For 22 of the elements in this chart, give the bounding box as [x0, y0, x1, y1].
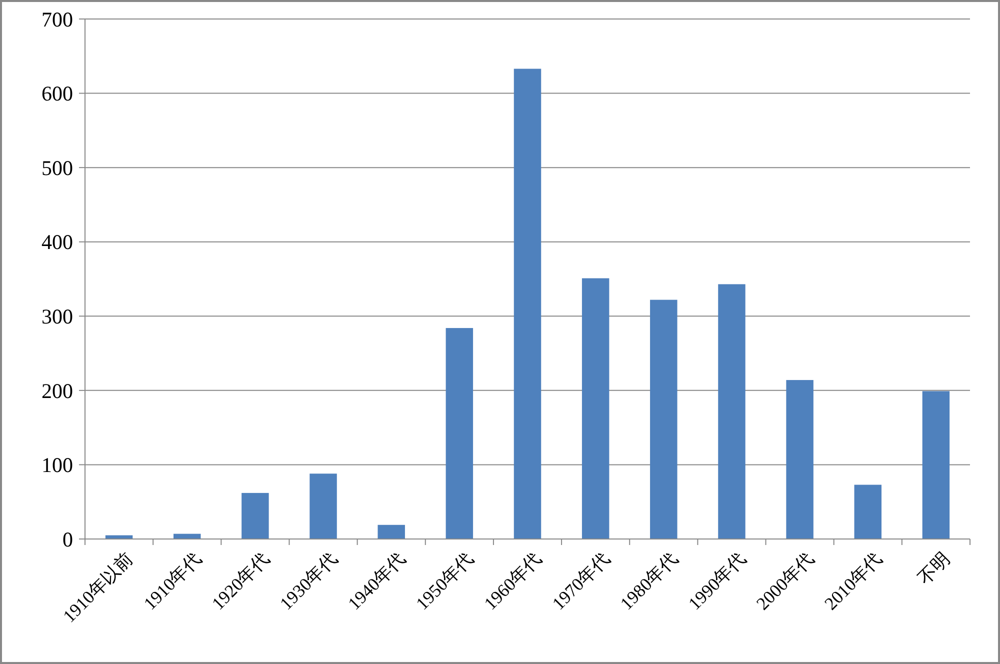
bar — [242, 492, 269, 539]
x-tick-label: 不明 — [914, 548, 954, 588]
bar — [718, 284, 746, 539]
y-tick-label: 100 — [42, 453, 73, 478]
x-tick-label: 1940年代 — [344, 548, 410, 614]
x-tick-label: 1950年代 — [412, 548, 478, 614]
y-tick-label: 400 — [42, 230, 73, 254]
bar — [786, 380, 814, 539]
bar — [378, 524, 405, 539]
y-tick-label: 600 — [42, 82, 73, 106]
bar — [582, 278, 610, 539]
y-tick-label: 300 — [42, 304, 73, 328]
bar — [514, 68, 542, 539]
y-tick-label: 0 — [62, 527, 73, 552]
bar — [854, 484, 882, 539]
bar — [310, 474, 337, 539]
bar — [650, 300, 678, 539]
y-tick-label: 500 — [42, 156, 73, 180]
bar — [446, 328, 474, 539]
bar — [922, 391, 950, 539]
y-tick-label: 200 — [42, 378, 73, 403]
y-tick-label: 700 — [42, 7, 73, 32]
